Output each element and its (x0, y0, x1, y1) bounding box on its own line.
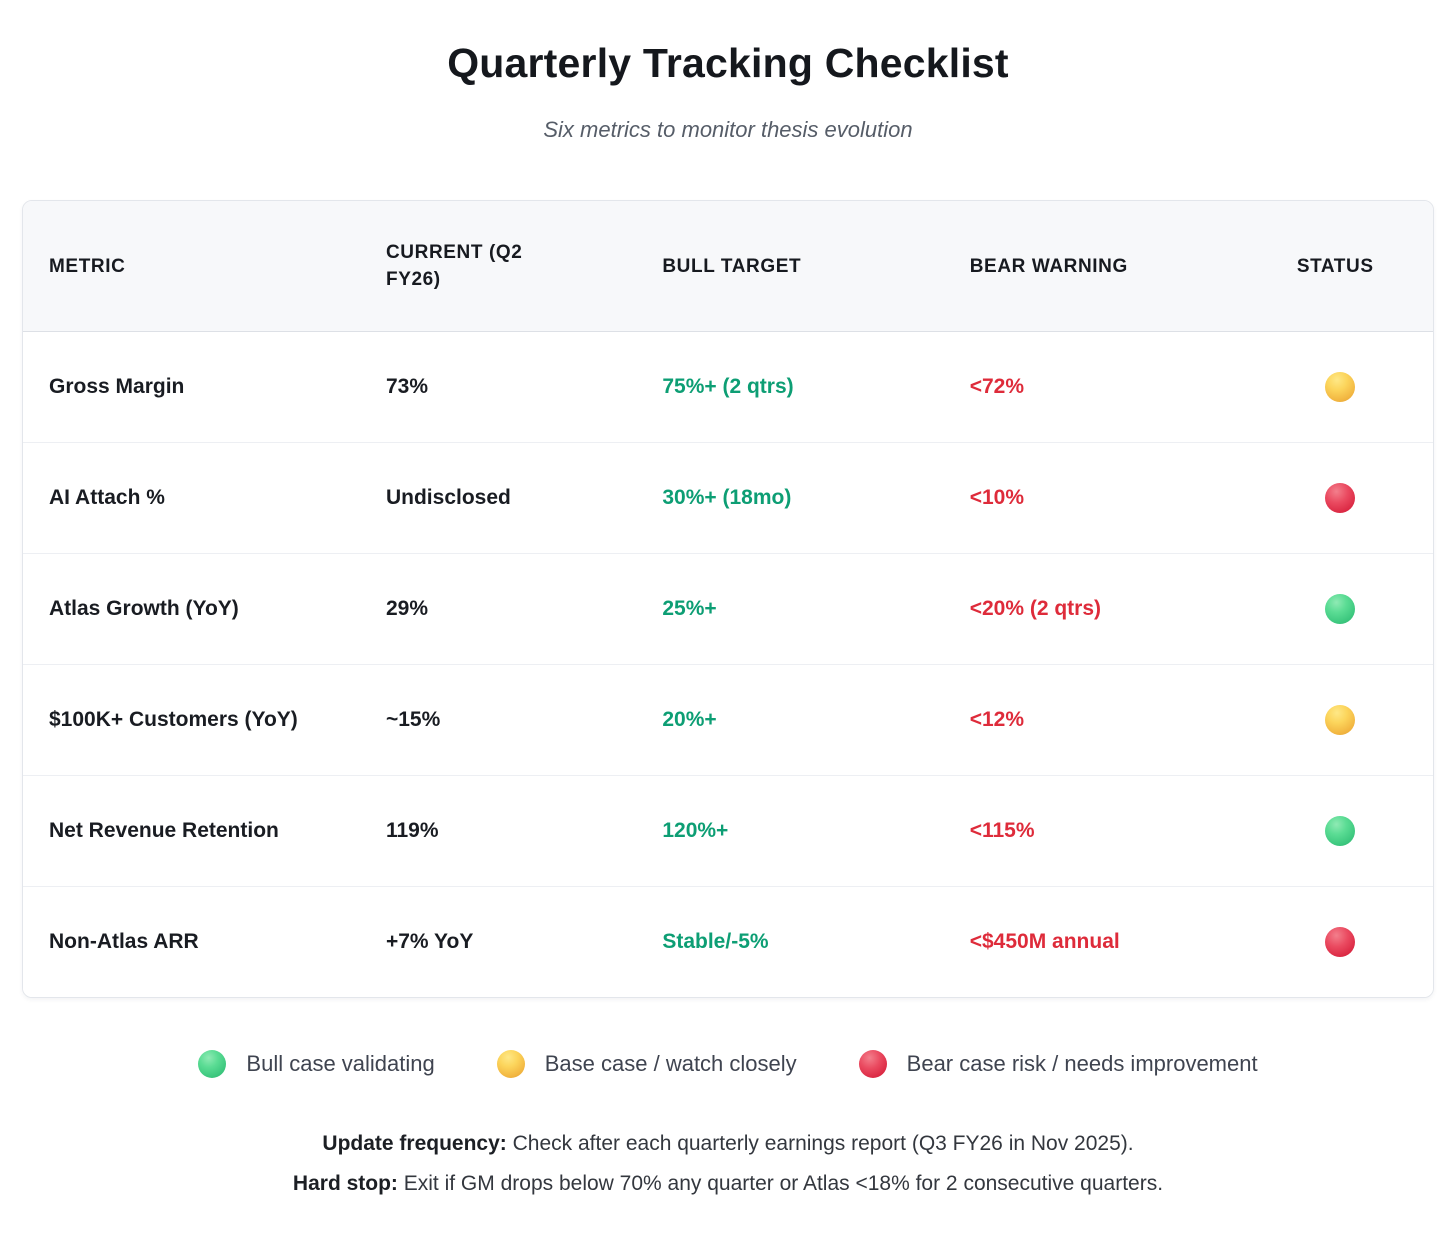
bear-warning-cell: <115% (943, 775, 1271, 887)
page-title: Quarterly Tracking Checklist (447, 40, 1009, 86)
status-dot-icon (1324, 927, 1355, 957)
legend-label: Bull case validating (246, 1051, 435, 1076)
column-header-bull-target: BULL TARGET (636, 201, 944, 332)
bear-warning-cell: <72% (943, 331, 1271, 443)
column-header-bear-warning: BEAR WARNING (943, 201, 1271, 332)
legend-item-bear: Bear case risk / needs improvement (858, 1050, 1258, 1078)
status-cell (1270, 442, 1433, 554)
metric-cell: Gross Margin (23, 331, 360, 443)
legend-label: Bear case risk / needs improvement (906, 1051, 1258, 1076)
legend-item-base: Base case / watch closely (496, 1050, 797, 1078)
bear-warning-cell: <12% (943, 664, 1271, 776)
column-header-metric: METRIC (23, 201, 360, 332)
status-cell (1270, 664, 1433, 776)
current-cell: Undisclosed (359, 442, 637, 554)
status-legend: Bull case validating Base case / watch c… (0, 1050, 1456, 1078)
current-cell: 73% (359, 331, 637, 443)
status-cell (1270, 331, 1433, 443)
status-cell (1270, 775, 1433, 887)
metric-cell: Net Revenue Retention (23, 775, 360, 887)
page-subtitle: Six metrics to monitor thesis evolution (543, 117, 913, 142)
column-header-current: CURRENT (Q2 FY26) (359, 201, 637, 332)
status-cell (1270, 886, 1433, 997)
current-cell: +7% YoY (359, 886, 637, 997)
metric-cell: Non-Atlas ARR (23, 886, 360, 997)
table-row: AI Attach % Undisclosed 30%+ (18mo) <10% (23, 442, 1433, 554)
table-header-row: METRIC CURRENT (Q2 FY26) BULL TARGET BEA… (23, 201, 1433, 332)
bull-target-cell: 30%+ (18mo) (636, 442, 944, 554)
bull-target-cell: 20%+ (636, 664, 944, 776)
bear-warning-cell: <20% (2 qtrs) (943, 553, 1271, 665)
table-row: Net Revenue Retention 119% 120%+ <115% (23, 775, 1433, 887)
table-row: Gross Margin 73% 75%+ (2 qtrs) <72% (23, 331, 1433, 443)
bull-target-cell: 75%+ (2 qtrs) (636, 331, 944, 443)
table-row: $100K+ Customers (YoY) ~15% 20%+ <12% (23, 664, 1433, 776)
bull-target-cell: Stable/-5% (636, 886, 944, 997)
status-dot-icon (1324, 372, 1355, 402)
yellow-dot-icon (496, 1050, 525, 1078)
current-cell: 29% (359, 553, 637, 665)
status-dot-icon (1324, 483, 1355, 513)
bear-warning-cell: <$450M annual (943, 886, 1271, 997)
footer-notes: Update frequency: Check after each quart… (0, 1124, 1456, 1234)
legend-item-bull: Bull case validating (198, 1050, 435, 1078)
bull-target-cell: 25%+ (636, 553, 944, 665)
green-dot-icon (198, 1050, 227, 1078)
red-dot-icon (858, 1050, 887, 1078)
metric-cell: $100K+ Customers (YoY) (23, 664, 360, 776)
bull-target-cell: 120%+ (636, 775, 944, 887)
update-frequency-label: Update frequency: (322, 1132, 507, 1155)
status-dot-icon (1324, 594, 1355, 624)
column-header-status: STATUS (1270, 201, 1433, 332)
update-frequency-note: Update frequency: Check after each quart… (322, 1132, 1134, 1155)
tracking-table: METRIC CURRENT (Q2 FY26) BULL TARGET BEA… (23, 201, 1433, 997)
metric-cell: AI Attach % (23, 442, 360, 554)
tracking-table-card: METRIC CURRENT (Q2 FY26) BULL TARGET BEA… (22, 200, 1434, 998)
metric-cell: Atlas Growth (YoY) (23, 553, 360, 665)
table-row: Atlas Growth (YoY) 29% 25%+ <20% (2 qtrs… (23, 553, 1433, 665)
current-cell: 119% (359, 775, 637, 887)
table-row: Non-Atlas ARR +7% YoY Stable/-5% <$450M … (23, 886, 1433, 997)
legend-label: Base case / watch closely (544, 1051, 797, 1076)
bear-warning-cell: <10% (943, 442, 1271, 554)
current-cell: ~15% (359, 664, 637, 776)
status-cell (1270, 553, 1433, 665)
hard-stop-label: Hard stop: (292, 1172, 398, 1195)
status-dot-icon (1324, 816, 1355, 846)
hard-stop-note: Hard stop: Exit if GM drops below 70% an… (292, 1172, 1164, 1195)
status-dot-icon (1324, 705, 1355, 735)
